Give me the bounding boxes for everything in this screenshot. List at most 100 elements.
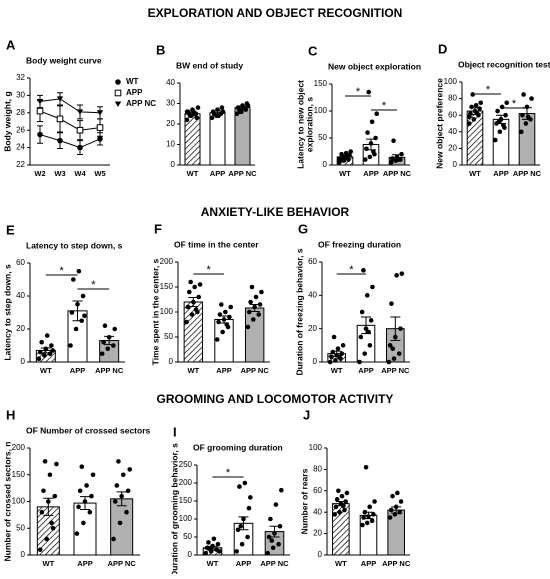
y-tick-label: 26: [16, 125, 25, 134]
panel-letter: G: [298, 221, 308, 236]
data-point: [398, 326, 403, 331]
y-tick-label: 20: [313, 529, 322, 538]
data-point: [362, 351, 368, 356]
y-tick-label: 100: [179, 514, 193, 523]
y-tick-label: 100: [309, 443, 323, 452]
data-point: [211, 536, 217, 542]
data-point: [47, 351, 53, 357]
x-tick-label: WT: [187, 169, 199, 178]
data-point: [44, 536, 50, 542]
data-point: [372, 499, 377, 504]
series-marker: [96, 110, 104, 116]
y-tick-label: 150: [314, 79, 328, 88]
data-point: [395, 157, 401, 162]
data-point: [365, 130, 370, 135]
x-tick-label: W4: [74, 169, 86, 178]
data-point: [336, 160, 342, 165]
data-point: [224, 322, 229, 327]
data-point: [525, 114, 531, 120]
panel-title: Object recognition test: [458, 59, 550, 69]
data-point: [521, 92, 526, 97]
x-tick-label: APP: [236, 559, 251, 568]
data-point: [39, 339, 44, 345]
data-point: [529, 96, 534, 101]
data-point: [333, 358, 338, 363]
bar: [110, 498, 134, 556]
data-point: [192, 284, 197, 290]
x-tick-label: WT: [331, 366, 343, 375]
x-tick-label: APP: [358, 366, 373, 375]
y-tick-label: 60: [313, 486, 322, 495]
panel-title: OF Number of crossed sectors: [26, 425, 151, 435]
data-point: [504, 100, 510, 106]
y-tick-label: 200: [12, 443, 26, 452]
data-point: [194, 115, 200, 121]
data-point: [466, 121, 472, 126]
data-point: [256, 312, 262, 317]
x-tick-label: W3: [54, 169, 65, 178]
data-point: [369, 119, 375, 125]
y-tick-label: 0: [169, 357, 174, 366]
data-point: [277, 523, 283, 529]
data-point: [391, 138, 396, 143]
data-point: [220, 109, 226, 114]
x-tick-label: APP: [216, 366, 231, 375]
data-point: [74, 531, 80, 536]
data-point: [336, 488, 341, 494]
legend-label: WT: [126, 77, 139, 86]
y-tick-label: 100: [314, 106, 328, 115]
data-point: [117, 520, 123, 526]
data-point: [492, 137, 498, 143]
data-point: [184, 117, 190, 123]
panel-title: OF grooming duration: [193, 442, 283, 452]
data-point: [245, 324, 251, 330]
data-point: [390, 493, 395, 499]
data-point: [209, 115, 215, 121]
series-marker: [56, 96, 64, 102]
data-point: [366, 89, 372, 95]
data-point: [241, 105, 246, 110]
data-point: [36, 356, 42, 362]
data-point: [185, 304, 191, 310]
data-point: [396, 351, 402, 356]
data-point: [398, 499, 404, 504]
y-tick-label: 100: [160, 307, 174, 316]
data-point: [496, 119, 502, 125]
data-point: [252, 304, 257, 310]
y-tick-label: 32: [16, 73, 25, 82]
data-point: [214, 337, 220, 342]
x-tick-label: APP NC: [108, 559, 137, 568]
data-point: [245, 103, 251, 108]
x-tick-label: APP: [77, 559, 92, 568]
data-point: [387, 515, 393, 520]
data-point: [116, 459, 121, 464]
data-point: [82, 499, 88, 504]
data-point: [68, 343, 73, 348]
data-point: [203, 550, 208, 556]
data-point: [387, 343, 393, 348]
data-point: [37, 547, 43, 552]
bar: [518, 113, 536, 166]
data-point: [111, 536, 116, 542]
data-point: [217, 549, 222, 554]
x-tick-label: APP: [210, 169, 225, 178]
legend-label: APP: [126, 88, 143, 97]
y-tick-label: 0: [318, 550, 323, 559]
series-marker: [57, 137, 63, 144]
data-point: [361, 515, 366, 520]
data-point: [344, 155, 350, 160]
data-point: [221, 317, 227, 322]
data-point: [374, 111, 380, 116]
data-point: [388, 507, 394, 513]
data-point: [42, 353, 47, 358]
panel-letter: E: [6, 222, 15, 237]
data-point: [478, 100, 484, 106]
data-point: [394, 273, 399, 278]
data-point: [399, 271, 405, 276]
data-point: [471, 117, 477, 122]
data-point: [248, 299, 253, 305]
data-point: [367, 343, 373, 348]
data-point: [270, 545, 276, 551]
data-point: [477, 106, 482, 111]
panel-title: OF freezing duration: [318, 239, 401, 249]
